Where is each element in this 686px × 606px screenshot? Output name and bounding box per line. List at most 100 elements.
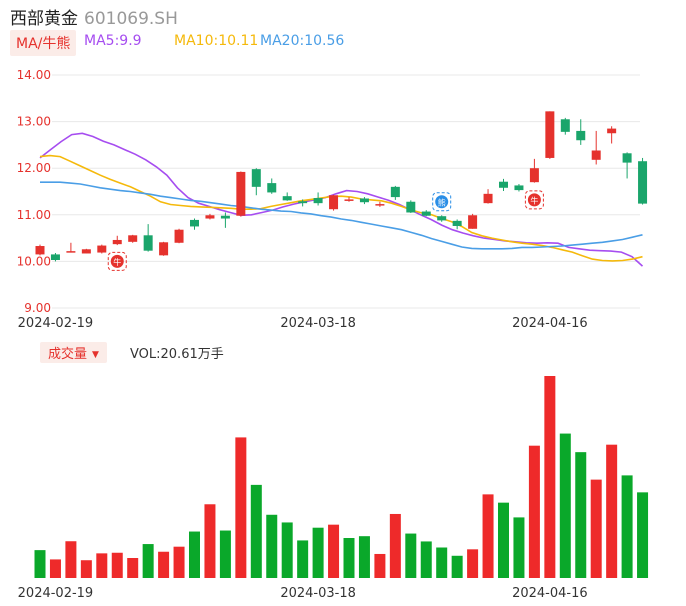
volume-bar-up	[389, 513, 401, 578]
volume-bar-down	[559, 433, 571, 578]
volume-bar-up	[49, 559, 61, 578]
candle-down	[267, 183, 277, 193]
candle-up	[344, 199, 354, 201]
volume-indicator-button[interactable]: 成交量 ▼	[40, 342, 107, 363]
volume-bar-up	[96, 553, 108, 578]
stock-name: 西部黄金	[10, 9, 78, 29]
candle-up	[468, 215, 478, 229]
volume-bar-down	[358, 536, 370, 578]
candle-down	[406, 201, 416, 213]
volume-bar-down	[142, 544, 154, 578]
volume-bar-down	[575, 452, 587, 578]
bull-badge-frame	[524, 190, 544, 210]
candle-up	[205, 215, 215, 219]
candle-down	[390, 186, 400, 198]
volume-bar-up	[482, 494, 494, 578]
volume-bar-down	[266, 514, 278, 578]
volume-bar-up	[374, 553, 386, 578]
bear-badge-icon	[435, 195, 449, 209]
bull-badge-frame	[107, 251, 127, 271]
ma5-line	[39, 132, 644, 267]
candle-up	[375, 204, 385, 206]
ma20-line	[40, 181, 643, 250]
candle-up	[35, 246, 45, 255]
volume-bar-up	[65, 541, 77, 578]
volume-legend: 成交量 ▼ VOL:20.61万手	[40, 342, 224, 363]
stock-code: 601069.SH	[84, 9, 178, 29]
candle-down	[282, 196, 292, 201]
candle-up	[545, 111, 555, 158]
y-tick-label: 9.00	[24, 301, 51, 315]
volume-x-tick-label: 2024-02-19	[18, 586, 94, 601]
candle-down	[143, 235, 153, 251]
volume-bar-up	[606, 444, 618, 578]
ma-legend: MA/牛熊 MA5:9.9 MA10:10.11 MA20:10.56	[10, 30, 344, 56]
ma10-line	[39, 154, 643, 262]
candle-down	[499, 181, 508, 188]
volume-bar-down	[436, 547, 448, 578]
candle-up	[607, 128, 617, 134]
volume-bar-down	[297, 540, 309, 578]
candle-down	[190, 219, 199, 227]
caret-down-icon: ▼	[92, 350, 99, 360]
candle-up	[174, 229, 184, 243]
candle-up	[66, 251, 76, 253]
volume-bar-up	[544, 376, 556, 578]
candle-up	[329, 195, 339, 210]
candle-down	[638, 161, 648, 204]
bear-badge-frame	[432, 192, 452, 212]
ma20-legend-label: MA20:10.56	[260, 33, 345, 49]
volume-bar-up	[590, 479, 602, 578]
candle-up	[128, 235, 138, 242]
volume-bar-down	[498, 502, 509, 578]
volume-bar-down	[281, 522, 293, 578]
candle-up	[483, 193, 493, 204]
candle-down	[576, 130, 586, 141]
y-tick-label: 12.00	[17, 161, 51, 175]
volume-bar-up	[528, 445, 540, 578]
candle-up	[236, 171, 246, 216]
volume-bar-up	[158, 551, 170, 578]
candle-down	[514, 185, 524, 191]
candle-down	[421, 211, 431, 216]
volume-bar-down	[637, 492, 649, 578]
volume-bar-up	[173, 546, 185, 578]
candle-down	[220, 215, 230, 219]
bull-badge-label: 牛	[113, 257, 121, 267]
volume-bar-down	[34, 550, 46, 578]
candle-down	[622, 153, 632, 163]
candle-up	[97, 245, 107, 253]
volume-bar-up	[127, 558, 139, 578]
volume-bar-down	[250, 484, 262, 578]
volume-x-tick-label: 2024-04-16	[512, 586, 588, 601]
volume-bar-up	[328, 524, 340, 578]
bull-badge-icon	[110, 254, 124, 268]
candle-down	[251, 169, 261, 187]
candle-up	[529, 168, 539, 183]
volume-bar-down	[513, 517, 525, 578]
volume-bar-down	[405, 533, 417, 578]
volume-bar-down	[343, 538, 355, 578]
y-tick-label: 11.00	[17, 208, 51, 222]
ma-bull-bear-button[interactable]: MA/牛熊	[10, 30, 77, 56]
volume-x-tick-label: 2024-03-18	[280, 586, 356, 601]
bear-badge-label: 熊	[438, 197, 446, 207]
candle-down	[560, 119, 570, 132]
volume-bar-down	[189, 531, 200, 578]
volume-bar-down	[312, 527, 324, 578]
candle-down	[298, 201, 308, 204]
volume-bar-down	[621, 475, 633, 578]
y-tick-label: 14.00	[17, 68, 51, 82]
x-tick-label: 2024-02-19	[18, 316, 94, 331]
y-tick-label: 10.00	[17, 254, 51, 268]
volume-bar-up	[235, 437, 247, 578]
candle-up	[81, 249, 91, 254]
x-tick-label: 2024-04-16	[512, 316, 588, 331]
y-tick-label: 13.00	[17, 115, 51, 129]
volume-bar-up	[467, 549, 479, 578]
volume-bar-down	[219, 530, 231, 578]
volume-bar-down	[420, 541, 432, 578]
candle-up	[159, 242, 169, 256]
x-tick-label: 2024-03-18	[280, 316, 356, 331]
volume-bar-up	[111, 552, 123, 578]
